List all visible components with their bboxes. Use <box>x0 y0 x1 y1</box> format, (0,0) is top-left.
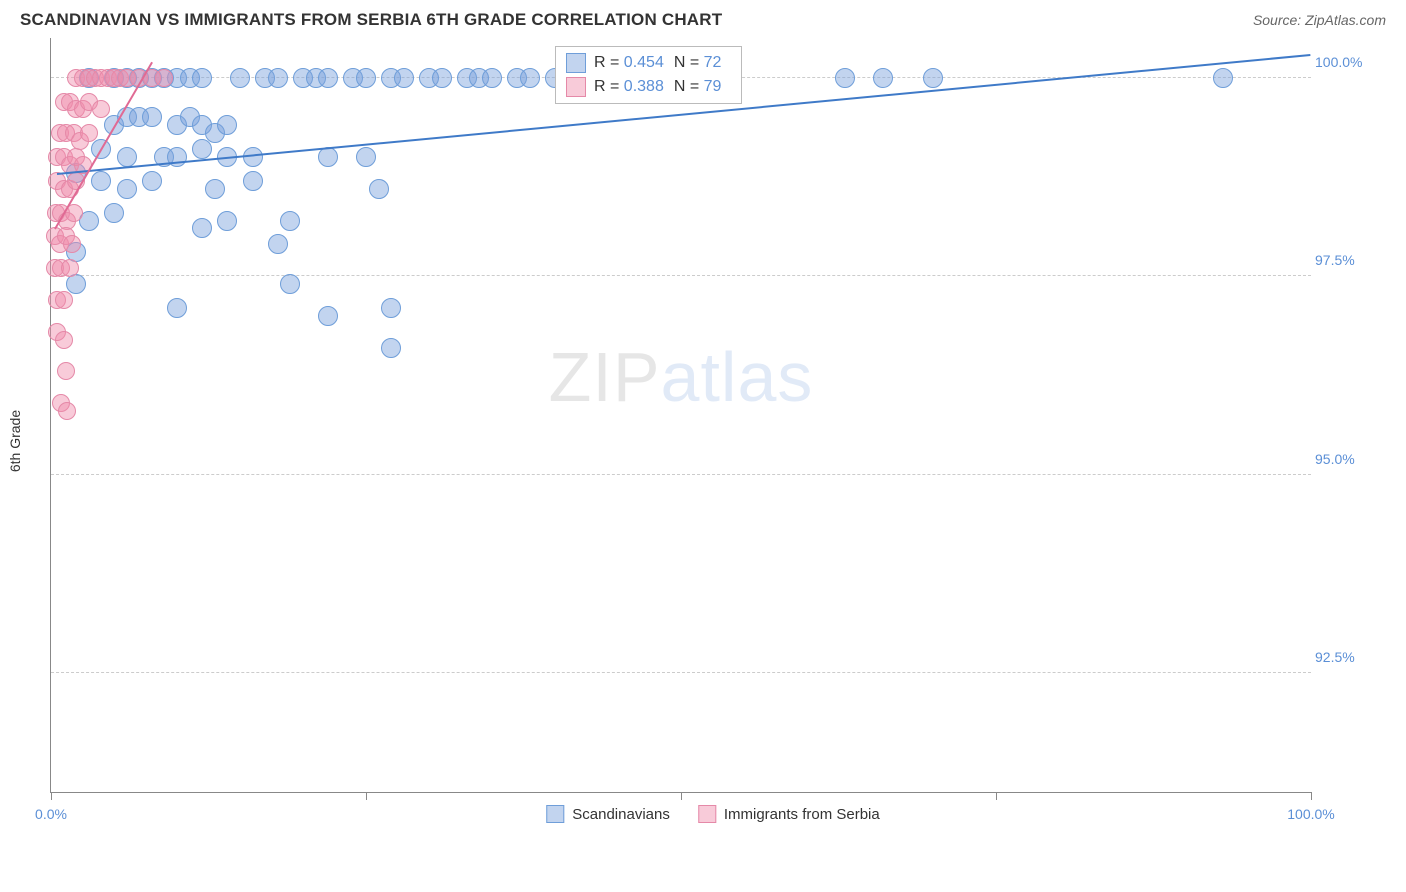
data-point <box>63 235 81 253</box>
gridline <box>51 275 1311 276</box>
y-tick-label: 100.0% <box>1315 54 1373 70</box>
data-point <box>369 179 389 199</box>
data-point <box>92 100 110 118</box>
watermark-atlas: atlas <box>661 338 814 416</box>
legend-label: Scandinavians <box>572 806 670 823</box>
gridline <box>51 474 1311 475</box>
stats-text: R = 0.454N = 72 <box>594 54 731 72</box>
watermark: ZIPatlas <box>549 337 814 417</box>
y-tick-label: 97.5% <box>1315 252 1373 268</box>
chart-container: 6th Grade ZIPatlas 92.5%95.0%97.5%100.0%… <box>50 38 1376 828</box>
data-point <box>923 68 943 88</box>
data-point <box>55 291 73 309</box>
y-tick-label: 92.5% <box>1315 649 1373 665</box>
legend-item: Immigrants from Serbia <box>698 805 880 823</box>
legend-swatch <box>698 805 716 823</box>
data-point <box>91 171 111 191</box>
trend-line <box>54 62 153 230</box>
stats-box: R = 0.454N = 72 R = 0.388N = 79 <box>555 46 742 104</box>
x-tick-label: 100.0% <box>1287 806 1334 822</box>
data-point <box>117 179 137 199</box>
data-point <box>268 234 288 254</box>
data-point <box>117 147 137 167</box>
x-tick-label: 0.0% <box>35 806 67 822</box>
stats-text: R = 0.388N = 79 <box>594 78 731 96</box>
watermark-zip: ZIP <box>549 338 661 416</box>
data-point <box>381 298 401 318</box>
data-point <box>268 68 288 88</box>
data-point <box>381 338 401 358</box>
data-point <box>61 259 79 277</box>
data-point <box>142 107 162 127</box>
data-point <box>217 115 237 135</box>
data-point <box>394 68 414 88</box>
data-point <box>167 298 187 318</box>
data-point <box>155 69 173 87</box>
data-point <box>356 68 376 88</box>
bottom-legend: Scandinavians Immigrants from Serbia <box>546 805 879 823</box>
data-point <box>142 171 162 191</box>
x-tick <box>996 792 997 800</box>
data-point <box>230 68 250 88</box>
legend-swatch <box>566 77 586 97</box>
data-point <box>318 68 338 88</box>
data-point <box>432 68 452 88</box>
data-point <box>205 179 225 199</box>
data-point <box>192 68 212 88</box>
data-point <box>192 139 212 159</box>
data-point <box>243 171 263 191</box>
data-point <box>873 68 893 88</box>
x-tick <box>681 792 682 800</box>
data-point <box>57 362 75 380</box>
x-tick <box>51 792 52 800</box>
y-tick-label: 95.0% <box>1315 451 1373 467</box>
gridline <box>51 672 1311 673</box>
x-tick <box>1311 792 1312 800</box>
header: SCANDINAVIAN VS IMMIGRANTS FROM SERBIA 6… <box>0 0 1406 38</box>
y-axis-label: 6th Grade <box>7 410 23 472</box>
legend-label: Immigrants from Serbia <box>724 806 880 823</box>
legend-swatch <box>566 53 586 73</box>
stats-row: R = 0.388N = 79 <box>566 75 731 99</box>
plot-area: ZIPatlas 92.5%95.0%97.5%100.0%0.0%100.0%… <box>50 38 1311 793</box>
data-point <box>1213 68 1233 88</box>
data-point <box>104 203 124 223</box>
data-point <box>55 331 73 349</box>
data-point <box>356 147 376 167</box>
data-point <box>318 147 338 167</box>
data-point <box>318 306 338 326</box>
chart-title: SCANDINAVIAN VS IMMIGRANTS FROM SERBIA 6… <box>20 10 722 30</box>
source-attribution: Source: ZipAtlas.com <box>1253 12 1386 28</box>
legend-swatch <box>546 805 564 823</box>
data-point <box>217 211 237 231</box>
data-point <box>835 68 855 88</box>
data-point <box>280 211 300 231</box>
x-tick <box>366 792 367 800</box>
data-point <box>80 124 98 142</box>
data-point <box>482 68 502 88</box>
legend-item: Scandinavians <box>546 805 670 823</box>
data-point <box>520 68 540 88</box>
data-point <box>280 274 300 294</box>
data-point <box>192 218 212 238</box>
stats-row: R = 0.454N = 72 <box>566 51 731 75</box>
data-point <box>58 402 76 420</box>
